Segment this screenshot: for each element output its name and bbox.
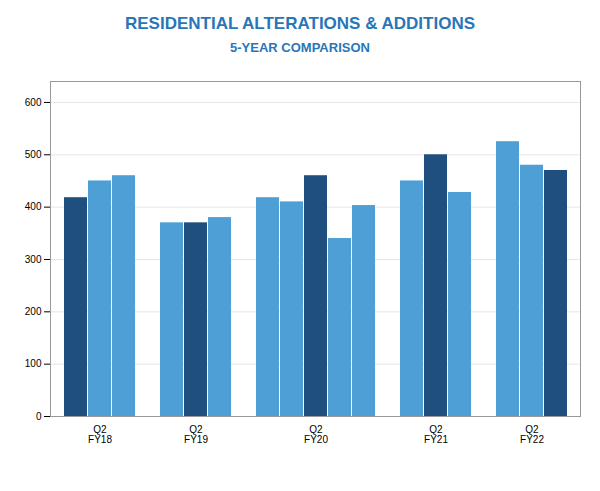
svg-text:600: 600 [25, 97, 42, 108]
svg-text:Q2FY18: Q2FY18 [88, 424, 112, 445]
svg-text:Q2FY22: Q2FY22 [520, 424, 544, 445]
svg-text:400: 400 [25, 201, 42, 212]
svg-text:300: 300 [25, 254, 42, 265]
svg-text:Q2FY19: Q2FY19 [184, 424, 208, 445]
svg-text:500: 500 [25, 149, 42, 160]
svg-text:0: 0 [36, 411, 42, 422]
svg-text:Q2FY20: Q2FY20 [304, 424, 328, 445]
html-text:5-YEAR COMPARISON: 5-YEAR COMPARISON [230, 40, 370, 55]
html-text:RESIDENTIAL ALTERATIONS & ADDI: RESIDENTIAL ALTERATIONS & ADDITIONS [125, 14, 475, 33]
svg-text:100: 100 [25, 358, 42, 369]
svg-text:200: 200 [25, 306, 42, 317]
svg-text:Q2FY21: Q2FY21 [424, 424, 448, 445]
